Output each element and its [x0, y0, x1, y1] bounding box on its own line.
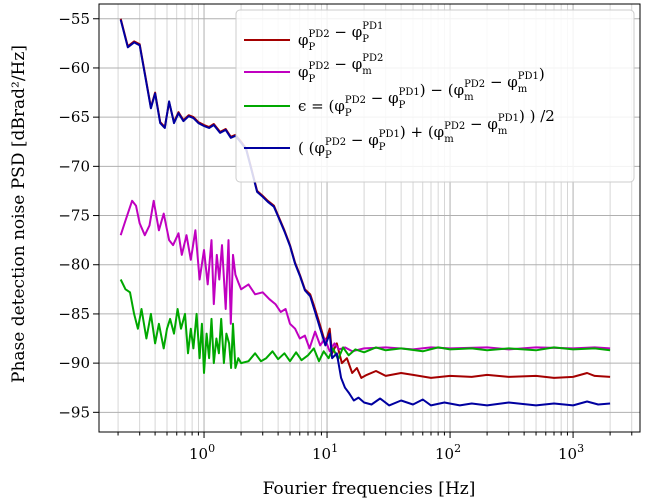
- y-tick-label: −65: [58, 108, 90, 126]
- y-tick-label: −60: [58, 59, 90, 77]
- legend-entry: φPPD2 − φPPD1: [298, 21, 383, 53]
- x-tick-label: 103: [558, 442, 584, 463]
- x-tick-label: 102: [435, 442, 461, 463]
- y-tick-label: −70: [58, 157, 90, 175]
- x-tick-label: 101: [312, 442, 338, 463]
- y-tick-label: −55: [58, 10, 90, 28]
- axis-ticks: −55 −60 −65 −70 −75 −80 −85 −90 −95 100 101 102 103: [58, 10, 633, 463]
- series-line-4: [119, 19, 611, 407]
- y-axis-label: Phase detection noise PSD [dBrad²/Hz]: [9, 45, 29, 383]
- y-tick-label: −85: [58, 305, 90, 323]
- y-tick-label: −75: [58, 207, 90, 225]
- series-line-2: [119, 199, 611, 353]
- y-tick-label: −95: [58, 403, 90, 421]
- plot-frame: [98, 3, 641, 433]
- y-tick-label: −90: [58, 354, 90, 372]
- legend-box: [235, 9, 635, 183]
- series-line-3: [119, 279, 611, 374]
- x-tick-label: 100: [189, 442, 215, 463]
- legend-entry: φPPD2 − φmPD2: [298, 53, 383, 85]
- legend-entry: ϵ = (φPPD2 − φPPD1) − (φmPD2 − φmPD1): [298, 65, 545, 119]
- y-tick-label: −80: [58, 256, 90, 274]
- legend-entry: ( (φPPD2 − φPPD1) + (φmPD2 − φmPD1) ) /2: [298, 107, 555, 161]
- series-lines: [119, 18, 611, 407]
- x-axis-label: Fourier frequencies [Hz]: [263, 479, 476, 499]
